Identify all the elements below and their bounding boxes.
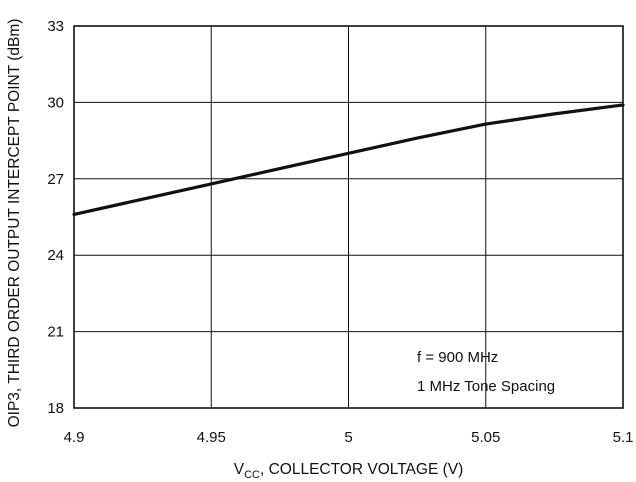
- x-tick-labels: 4.9 4.95 5 5.05 5.1: [64, 429, 634, 446]
- y-tick-label: 21: [47, 324, 64, 341]
- y-tick-label: 27: [47, 171, 64, 188]
- plot-frame: [73, 25, 624, 409]
- series-layer: [72, 103, 625, 217]
- grid: [73, 25, 624, 409]
- x-tick-label: 5.05: [471, 429, 500, 446]
- x-tick-label: 4.9: [64, 429, 85, 446]
- y-tick-label: 30: [47, 94, 64, 111]
- series-line: [72, 103, 625, 217]
- x-tick-label: 5.1: [613, 429, 634, 446]
- y-tick-labels: 18 21 24 27 30 33: [47, 18, 64, 417]
- annotation-frequency: f = 900 MHz: [417, 349, 498, 366]
- x-axis-label-subscript: CC: [244, 469, 260, 481]
- y-tick-label: 24: [47, 247, 64, 264]
- x-tick-label: 5: [344, 429, 352, 446]
- x-axis-label-prefix: V: [234, 461, 245, 478]
- y-axis-label: OIP3, THIRD ORDER OUTPUT INTERCEPT POINT…: [6, 19, 23, 428]
- x-axis-label: VCC, COLLECTOR VOLTAGE (V): [234, 461, 464, 481]
- x-axis-label-suffix: , COLLECTOR VOLTAGE (V): [260, 461, 463, 478]
- y-tick-label: 33: [47, 18, 64, 35]
- annotation-tone-spacing: 1 MHz Tone Spacing: [417, 378, 555, 395]
- y-tick-label: 18: [47, 400, 64, 417]
- x-tick-label: 4.95: [197, 429, 226, 446]
